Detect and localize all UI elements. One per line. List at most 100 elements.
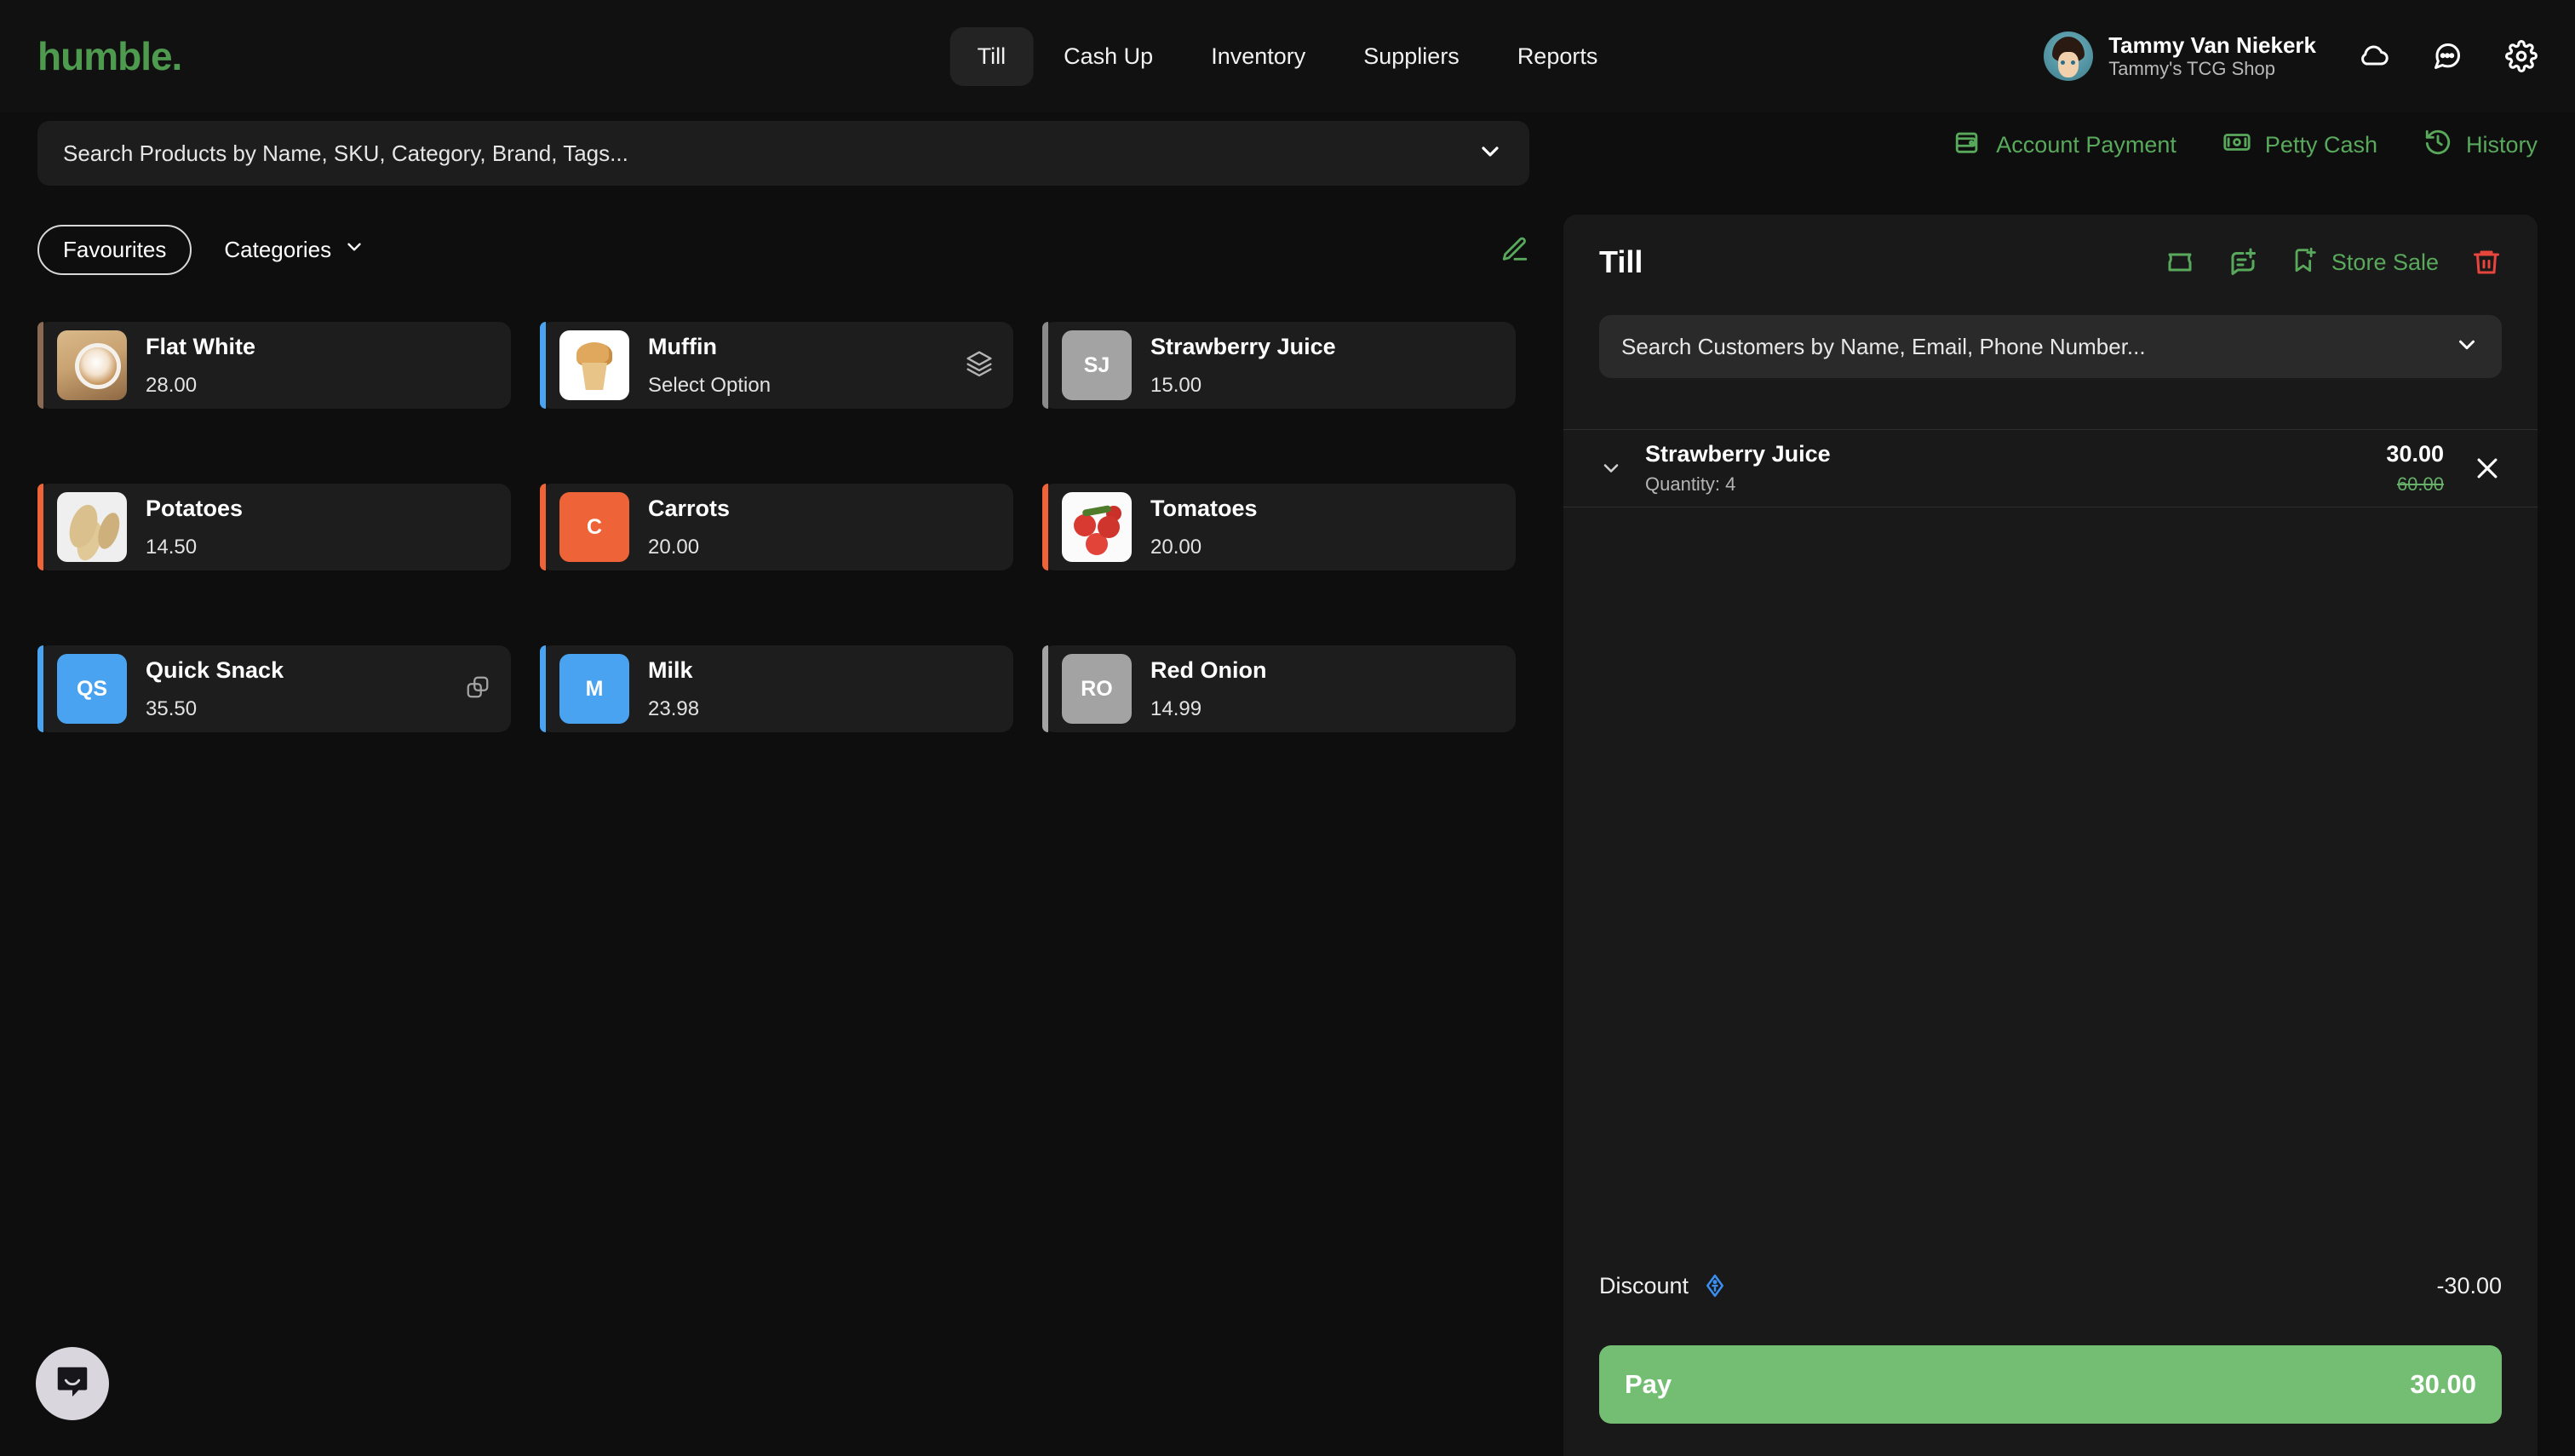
product-initials: SJ: [1083, 353, 1110, 377]
note-add-icon[interactable]: [2228, 247, 2258, 278]
chevron-down-icon[interactable]: [1599, 456, 1623, 480]
user-account-block[interactable]: Tammy Van Niekerk Tammy's TCG Shop: [2044, 0, 2538, 112]
gear-icon[interactable]: [2505, 40, 2538, 72]
product-image-thumbnail: [559, 330, 629, 400]
product-card[interactable]: C Carrots 20.00: [540, 484, 1013, 570]
discount-row: Discount -30.00: [1599, 1269, 2502, 1303]
cart-item-quantity: Quantity: 4: [1645, 473, 1736, 495]
avatar[interactable]: [2044, 32, 2094, 81]
product-card[interactable]: SJ Strawberry Juice 15.00: [1042, 322, 1516, 409]
product-initials: M: [585, 676, 604, 701]
product-accent-bar: [540, 645, 546, 732]
product-card[interactable]: M Milk 23.98: [540, 645, 1013, 732]
product-filter-row: Favourites Categories: [37, 220, 1529, 279]
petty-cash-button[interactable]: Petty Cash: [2222, 128, 2377, 163]
chevron-down-icon: [343, 236, 365, 264]
categories-label: Categories: [224, 236, 332, 262]
pencil-icon: [1500, 237, 1529, 267]
product-name: Red Onion: [1150, 656, 1267, 683]
product-price: 20.00: [1150, 535, 1202, 559]
trash-icon[interactable]: [2471, 247, 2502, 278]
customer-search-placeholder: Search Customers by Name, Email, Phone N…: [1621, 333, 2146, 359]
product-initials-thumbnail: C: [559, 492, 629, 562]
chat-bubble-icon: [53, 1362, 92, 1406]
product-name: Potatoes: [146, 495, 244, 521]
product-accent-bar: [37, 484, 43, 570]
cloud-icon[interactable]: [2359, 41, 2389, 72]
product-info: Potatoes 14.50: [146, 496, 511, 559]
layers-icon[interactable]: [966, 350, 993, 381]
tab-till[interactable]: Till: [949, 26, 1034, 86]
product-card[interactable]: Flat White 28.00: [37, 322, 511, 409]
product-name: Muffin: [648, 333, 717, 359]
store-sale-button[interactable]: Store Sale: [2291, 245, 2439, 280]
product-info: Tomatoes 20.00: [1150, 496, 1516, 559]
cart-item-prices: 30.00 60.00: [2386, 441, 2444, 496]
product-info: Quick Snack 35.50: [146, 657, 465, 721]
product-price: 28.00: [146, 373, 198, 397]
product-card[interactable]: Tomatoes 20.00: [1042, 484, 1516, 570]
product-card[interactable]: RO Red Onion 14.99: [1042, 645, 1516, 732]
petty-cash-label: Petty Cash: [2264, 132, 2377, 158]
product-price: 20.00: [648, 535, 700, 559]
remove-cart-item-icon[interactable]: [2473, 454, 2502, 483]
tab-cash-up[interactable]: Cash Up: [1064, 43, 1154, 69]
product-card[interactable]: Potatoes 14.50: [37, 484, 511, 570]
clock-rewind-icon: [2423, 128, 2452, 163]
product-price: 35.50: [146, 696, 198, 720]
edit-favourites-button[interactable]: [1500, 235, 1529, 268]
chat-launcher-button[interactable]: [36, 1347, 109, 1420]
tab-inventory[interactable]: Inventory: [1211, 43, 1306, 69]
discount-tag-icon[interactable]: [1702, 1273, 1728, 1298]
customer-search-input[interactable]: Search Customers by Name, Email, Phone N…: [1599, 315, 2502, 378]
cart-item-name: Strawberry Juice: [1645, 441, 1831, 467]
product-accent-bar: [540, 322, 546, 409]
banknote-icon: [2222, 128, 2251, 163]
user-name: Tammy Van Niekerk: [2108, 32, 2316, 58]
app-logo[interactable]: humble.: [37, 34, 182, 78]
quick-actions-bar: Account Payment Petty Cash History: [1953, 128, 2538, 163]
chevron-down-icon[interactable]: [1477, 138, 1504, 169]
chat-icon[interactable]: [2432, 41, 2463, 72]
wallet-icon: [1953, 128, 1982, 163]
user-shop-name: Tammy's TCG Shop: [2108, 58, 2275, 80]
product-initials: QS: [76, 676, 108, 701]
product-info: Red Onion 14.99: [1150, 657, 1516, 721]
product-price: 14.50: [146, 535, 198, 559]
product-initials-thumbnail: QS: [57, 654, 127, 724]
tab-reports[interactable]: Reports: [1517, 43, 1598, 69]
voucher-icon[interactable]: [2165, 247, 2195, 278]
product-search-input[interactable]: Search Products by Name, SKU, Category, …: [37, 121, 1529, 186]
till-header: Till Store Sale: [1599, 235, 2502, 289]
main-nav-tabs: Till Cash Up Inventory Suppliers Reports: [949, 26, 1626, 86]
product-accent-bar: [1042, 645, 1048, 732]
pay-button[interactable]: Pay 30.00: [1599, 1345, 2502, 1424]
chevron-down-icon[interactable]: [2454, 332, 2480, 362]
product-accent-bar: [540, 484, 546, 570]
product-name: Flat White: [146, 333, 255, 359]
history-button[interactable]: History: [2423, 128, 2538, 163]
favourites-chip[interactable]: Favourites: [37, 224, 192, 275]
user-info: Tammy Van Niekerk Tammy's TCG Shop: [2108, 32, 2316, 81]
product-image-thumbnail: [1062, 492, 1132, 562]
account-payment-button[interactable]: Account Payment: [1953, 128, 2176, 163]
till-panel: Till Store Sale: [1563, 215, 2538, 1456]
product-card[interactable]: QS Quick Snack 35.50: [37, 645, 511, 732]
product-grid: Flat White 28.00 Muffin Select Option SJ Stra…: [37, 322, 1579, 807]
product-accent-bar: [1042, 484, 1048, 570]
tab-suppliers[interactable]: Suppliers: [1363, 43, 1460, 69]
product-card[interactable]: Muffin Select Option: [540, 322, 1013, 409]
categories-dropdown[interactable]: Categories: [224, 236, 365, 264]
product-accent-bar: [37, 645, 43, 732]
cart-row[interactable]: Strawberry Juice Quantity: 4 30.00 60.00: [1563, 429, 2538, 507]
cart-item-info: Strawberry Juice Quantity: 4: [1645, 441, 2386, 496]
combo-icon[interactable]: [465, 674, 490, 704]
store-sale-label: Store Sale: [2331, 249, 2439, 275]
product-initials: C: [586, 514, 603, 539]
product-image-thumbnail: [57, 330, 127, 400]
cart-item-list: Strawberry Juice Quantity: 4 30.00 60.00: [1563, 429, 2538, 507]
product-name: Milk: [648, 656, 693, 683]
product-price: 14.99: [1150, 696, 1202, 720]
cart-item-original-price: 60.00: [2396, 473, 2444, 495]
product-name: Carrots: [648, 495, 731, 521]
